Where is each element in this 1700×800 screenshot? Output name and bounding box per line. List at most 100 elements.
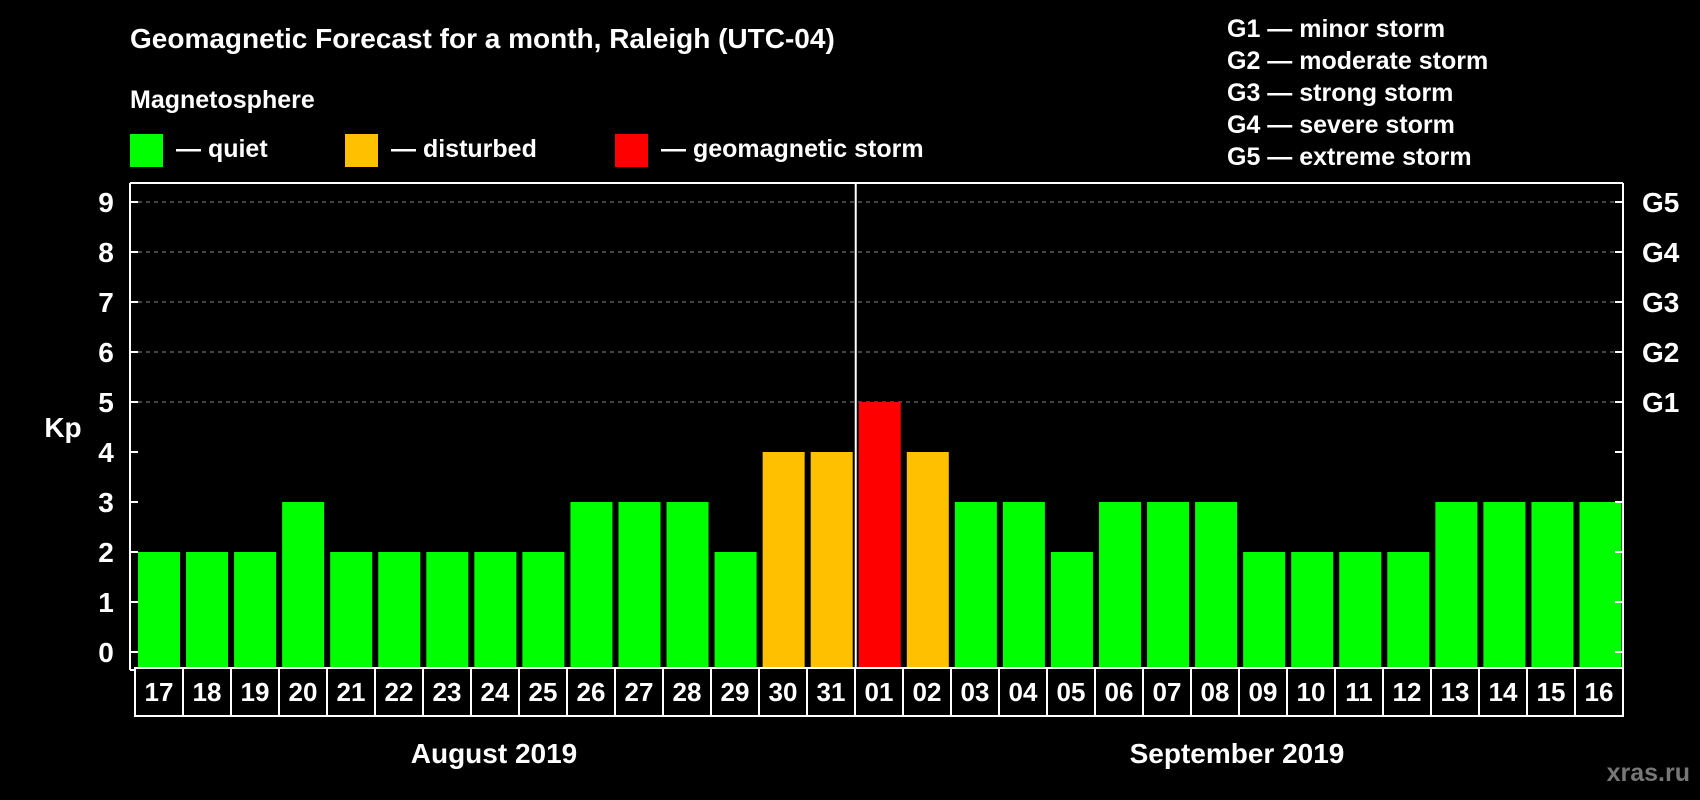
x-tick-label-07: 07 [1153, 677, 1182, 707]
x-axis-label-row [134, 667, 1624, 717]
y-tick-label-6: 6 [98, 337, 114, 368]
y-tick-label-9: 9 [98, 187, 114, 218]
bar-07 [1147, 502, 1190, 670]
x-tick-label-21: 21 [337, 677, 366, 707]
axes: 0 1 2 3 4 5 6 7 8 9 G1 G2 G3 G4 G5 [98, 182, 1680, 671]
right-axis-label-g4: G4 [1642, 237, 1680, 268]
storm-scale-g3: G3 — strong storm [1227, 79, 1453, 107]
y-tick-label-8: 8 [98, 237, 114, 268]
bar-26 [570, 502, 613, 670]
bar-06 [1099, 502, 1141, 670]
bar-27 [618, 502, 661, 670]
storm-scale-list: G1 — minor storm G2 — moderate storm G3 … [1227, 15, 1488, 171]
y-tick-label-0: 0 [98, 637, 114, 668]
legend-swatch-quiet [130, 134, 163, 167]
grid-lines [130, 201, 1623, 403]
storm-scale-g2: G2 — moderate storm [1227, 47, 1488, 75]
watermark: xras.ru [1607, 759, 1690, 787]
x-tick-label-06: 06 [1105, 677, 1134, 707]
x-tick-label-19: 19 [241, 677, 270, 707]
y-tick-label-5: 5 [98, 387, 114, 418]
bar-04 [1002, 502, 1045, 670]
bars [138, 402, 1622, 670]
x-tick-label-28: 28 [673, 677, 702, 707]
x-tick-label-03: 03 [961, 677, 990, 707]
y-tick-label-3: 3 [98, 487, 114, 518]
x-tick-label-09: 09 [1249, 677, 1278, 707]
x-tick-label-18: 18 [193, 677, 222, 707]
legend-label-quiet: — quiet [176, 135, 268, 163]
bar-17 [138, 552, 180, 670]
x-tick-label-31: 31 [817, 677, 846, 707]
bar-30 [762, 452, 805, 670]
bar-09 [1243, 552, 1286, 670]
x-tick-label-14: 14 [1489, 677, 1518, 707]
x-axis-day-labels: 17 18 19 20 21 22 23 24 25 26 27 28 29 30 31 01 02 03 04 05… [134, 667, 1624, 717]
right-axis-label-g3: G3 [1642, 287, 1679, 318]
x-tick-label-04: 04 [1009, 677, 1038, 707]
bar-19 [234, 552, 277, 670]
x-tick-label-13: 13 [1441, 677, 1470, 707]
right-axis-label-g2: G2 [1642, 337, 1679, 368]
x-tick-label-23: 23 [433, 677, 462, 707]
bar-08 [1195, 502, 1238, 670]
right-axis-label-g5: G5 [1642, 187, 1679, 218]
bar-20 [282, 502, 325, 670]
x-tick-label-30: 30 [769, 677, 798, 707]
legend-swatch-disturbed [345, 134, 378, 167]
x-tick-label-01: 01 [865, 677, 894, 707]
bar-05 [1050, 552, 1093, 670]
bar-03 [954, 502, 997, 670]
bar-12 [1387, 552, 1430, 670]
y-tick-label-1: 1 [98, 587, 114, 618]
x-tick-label-12: 12 [1393, 677, 1422, 707]
x-tick-label-27: 27 [625, 677, 654, 707]
y-tick-label-7: 7 [98, 287, 114, 318]
x-tick-label-11: 11 [1345, 677, 1373, 707]
bar-21 [330, 552, 373, 670]
bar-22 [378, 552, 421, 670]
y-tick-label-2: 2 [98, 537, 114, 568]
x-tick-label-08: 08 [1201, 677, 1230, 707]
storm-scale-g4: G4 — severe storm [1227, 111, 1455, 139]
legend-label-disturbed: — disturbed [391, 135, 537, 163]
bar-13 [1435, 502, 1478, 670]
x-tick-label-10: 10 [1297, 677, 1326, 707]
bar-31 [810, 452, 853, 670]
y-axis-label: Kp [44, 412, 81, 443]
legend-label-storm: — geomagnetic storm [661, 135, 924, 163]
x-tick-label-20: 20 [289, 677, 318, 707]
month-label-august: August 2019 [411, 738, 578, 769]
bar-14 [1483, 502, 1526, 670]
x-tick-label-17: 17 [145, 677, 174, 707]
bar-24 [474, 552, 517, 670]
y-tick-label-4: 4 [98, 437, 114, 468]
bar-01 [858, 402, 901, 670]
bar-29 [714, 552, 757, 670]
bar-23 [426, 552, 469, 670]
bar-18 [186, 552, 229, 670]
bar-10 [1291, 552, 1334, 670]
x-tick-label-15: 15 [1537, 677, 1566, 707]
bar-02 [906, 452, 949, 670]
chart-subtitle: Magnetosphere [130, 86, 315, 114]
x-tick-label-26: 26 [577, 677, 606, 707]
x-tick-label-29: 29 [721, 677, 750, 707]
month-label-september: September 2019 [1130, 738, 1345, 769]
x-tick-label-02: 02 [913, 677, 942, 707]
chart-title: Geomagnetic Forecast for a month, Raleig… [130, 23, 835, 54]
bar-25 [522, 552, 565, 670]
bar-16 [1579, 502, 1622, 670]
bar-15 [1531, 502, 1574, 670]
x-tick-label-25: 25 [529, 677, 558, 707]
x-tick-label-24: 24 [481, 677, 510, 707]
right-axis-label-g1: G1 [1642, 387, 1679, 418]
bar-11 [1339, 552, 1382, 670]
legend-swatch-storm [615, 134, 648, 167]
legend: — quiet — disturbed — geomagnetic storm [130, 134, 924, 167]
x-tick-label-22: 22 [385, 677, 414, 707]
bar-28 [666, 502, 709, 670]
x-tick-label-05: 05 [1057, 677, 1086, 707]
x-tick-label-16: 16 [1585, 677, 1614, 707]
